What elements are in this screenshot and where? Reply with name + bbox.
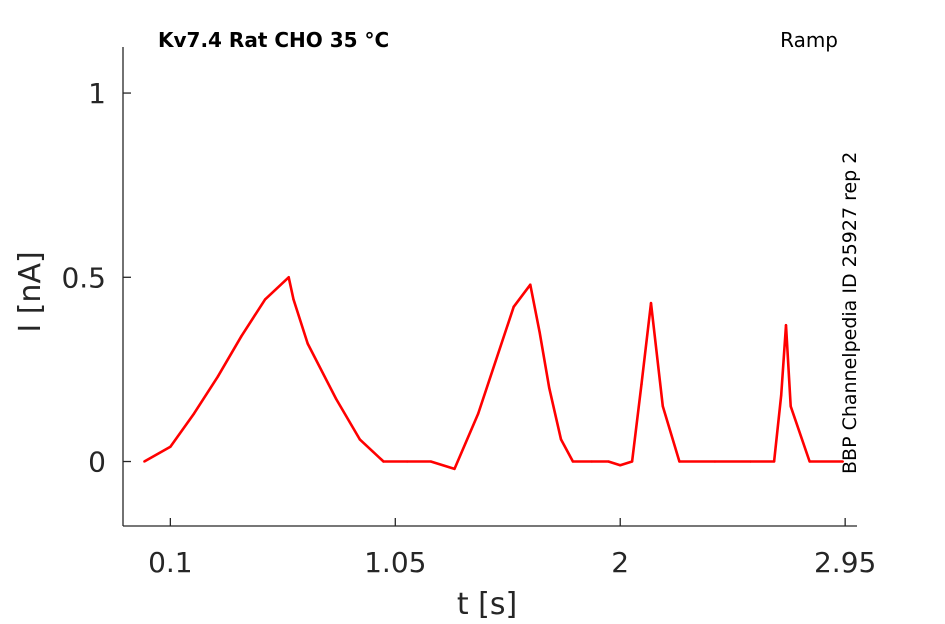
data-point: [784, 323, 788, 327]
data-point: [292, 298, 295, 301]
data-point: [429, 460, 433, 463]
data-point: [453, 467, 456, 471]
data-point: [529, 283, 532, 286]
data-point: [476, 412, 480, 415]
x-axis-title: t [s]: [457, 587, 517, 622]
data-point: [263, 298, 267, 301]
channelpedia-label: BBP Channelpedia ID 25927 rep 2: [839, 152, 861, 474]
data-point: [607, 460, 610, 463]
data-point: [640, 382, 643, 386]
x-tick-label: 2: [611, 546, 629, 579]
y-tick-label: 0.5: [61, 261, 106, 294]
data-point: [512, 305, 515, 308]
data-point: [590, 460, 594, 463]
data-point: [630, 460, 634, 463]
data-point: [661, 405, 665, 408]
data-point: [772, 460, 776, 463]
data-point: [287, 276, 290, 279]
axes: [122, 47, 857, 527]
x-tick-label: 1.05: [364, 546, 426, 579]
chart-title: Kv7.4 Rat CHO 35 °C: [158, 28, 389, 52]
ticks: 0.1 1.05 2 2.95 0 0.5 1: [61, 77, 876, 579]
series: [143, 275, 844, 471]
data-point: [382, 460, 385, 463]
data-point: [240, 335, 243, 338]
data-point: [808, 460, 811, 463]
data-point: [547, 386, 551, 390]
data-point: [538, 331, 541, 334]
y-tick-label: 1: [88, 77, 106, 110]
data-point: [559, 438, 563, 441]
data-point: [841, 460, 844, 463]
data-point: [780, 393, 783, 397]
data-point: [789, 405, 792, 408]
data-point: [678, 460, 681, 463]
chart-subtitle: Ramp: [780, 28, 838, 52]
data-point: [358, 438, 361, 441]
data-point: [649, 301, 653, 305]
data-point: [571, 460, 575, 463]
data-point: [192, 412, 196, 415]
data-point: [713, 460, 717, 463]
y-tick-label: 0: [88, 446, 106, 479]
data-point: [619, 464, 622, 467]
x-tick-label: 2.95: [814, 546, 876, 579]
x-tick-label: 0.1: [148, 546, 193, 579]
data-point: [749, 460, 752, 463]
current-trace-line: [143, 275, 843, 471]
data-point: [216, 375, 219, 378]
data-point: [306, 342, 309, 345]
y-axis-title: I [nA]: [13, 251, 48, 332]
data-point: [405, 460, 409, 463]
data-point: [143, 460, 146, 463]
data-point: [334, 397, 338, 401]
data-point: [169, 445, 172, 448]
